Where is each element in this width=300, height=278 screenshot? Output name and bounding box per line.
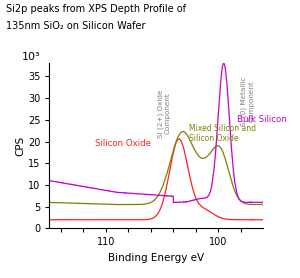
Text: Silicon Oxide: Silicon Oxide — [94, 139, 151, 148]
Y-axis label: CPS: CPS — [15, 136, 25, 156]
Text: 135nm SiO₂ on Silicon Wafer: 135nm SiO₂ on Silicon Wafer — [6, 21, 146, 31]
X-axis label: Binding Energy eV: Binding Energy eV — [108, 253, 204, 263]
Text: Si2p peaks from XPS Depth Profile of: Si2p peaks from XPS Depth Profile of — [6, 4, 186, 14]
Text: 10³: 10³ — [22, 52, 40, 62]
Text: Bulk Silicon: Bulk Silicon — [238, 115, 287, 124]
Text: Si (2+) Oxide
Component: Si (2+) Oxide Component — [158, 89, 171, 138]
Text: Si (0) Metallic
Component: Si (0) Metallic Component — [241, 76, 254, 126]
Text: Mixed Silicon and
Silicon Oxide: Mixed Silicon and Silicon Oxide — [189, 124, 256, 143]
